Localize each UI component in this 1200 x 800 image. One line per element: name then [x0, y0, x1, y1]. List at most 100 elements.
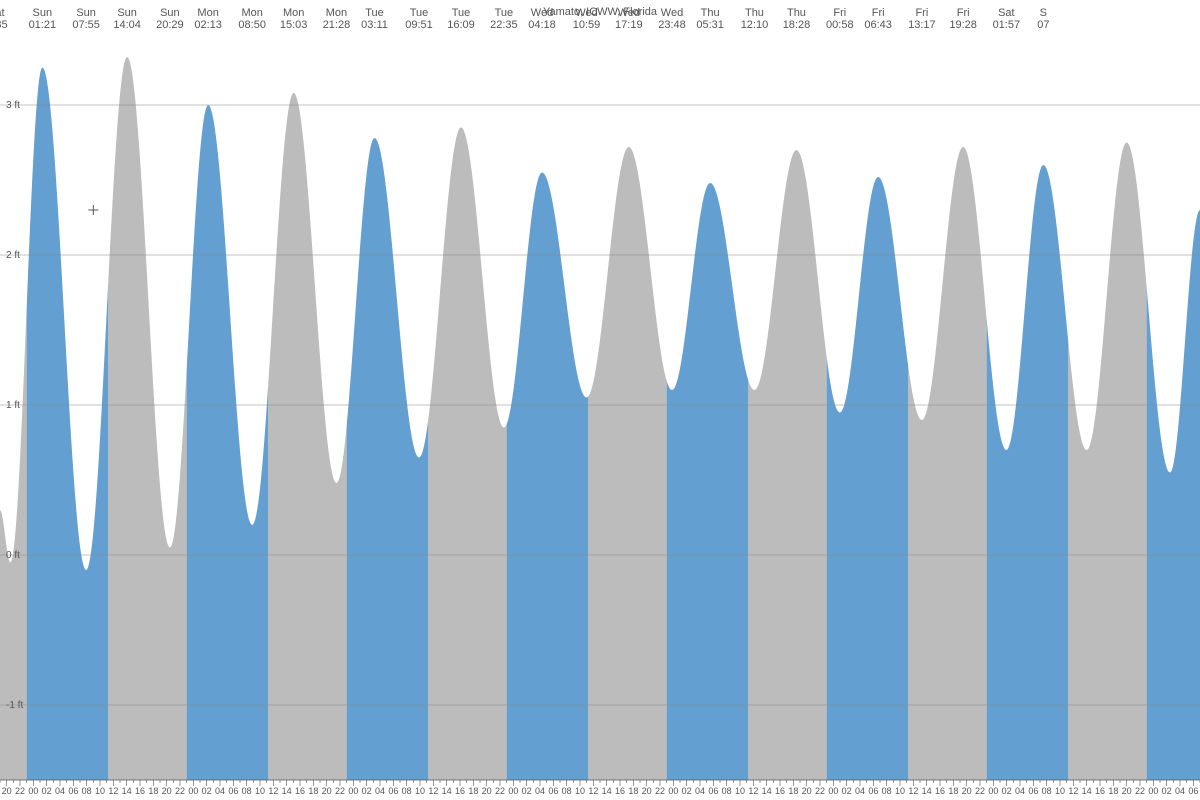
svg-text:00: 00 — [28, 786, 38, 796]
svg-text:20: 20 — [1122, 786, 1132, 796]
svg-text:20: 20 — [322, 786, 332, 796]
svg-text:00: 00 — [828, 786, 838, 796]
svg-text:08: 08 — [1042, 786, 1052, 796]
svg-text::35: :35 — [0, 19, 8, 31]
svg-text:12: 12 — [108, 786, 118, 796]
svg-text:06: 06 — [1028, 786, 1038, 796]
svg-text:08: 08 — [242, 786, 252, 796]
svg-text:01:57: 01:57 — [993, 19, 1021, 31]
svg-text:00:58: 00:58 — [826, 19, 854, 31]
svg-text:04: 04 — [855, 786, 865, 796]
svg-text:00: 00 — [508, 786, 518, 796]
chart-svg: -1 ft0 ft1 ft2 ft3 ft2022000204060810121… — [0, 0, 1200, 800]
svg-text:22: 22 — [15, 786, 25, 796]
svg-text:16: 16 — [295, 786, 305, 796]
svg-text:02: 02 — [842, 786, 852, 796]
svg-text:3 ft: 3 ft — [6, 100, 20, 111]
svg-text:02: 02 — [42, 786, 52, 796]
svg-text:10: 10 — [895, 786, 905, 796]
svg-text:22: 22 — [1135, 786, 1145, 796]
svg-text:12: 12 — [268, 786, 278, 796]
svg-text:23:48: 23:48 — [658, 19, 686, 31]
svg-text:22:35: 22:35 — [490, 19, 518, 31]
svg-text:12: 12 — [588, 786, 598, 796]
svg-text:-1 ft: -1 ft — [6, 700, 23, 711]
svg-text:00: 00 — [1148, 786, 1158, 796]
svg-text:06: 06 — [68, 786, 78, 796]
svg-text:02: 02 — [202, 786, 212, 796]
svg-text:10: 10 — [415, 786, 425, 796]
svg-text:20: 20 — [2, 786, 12, 796]
svg-text:12: 12 — [1068, 786, 1078, 796]
svg-text:16: 16 — [1095, 786, 1105, 796]
svg-text:10:59: 10:59 — [573, 19, 601, 31]
svg-text:06: 06 — [548, 786, 558, 796]
svg-text:05:31: 05:31 — [696, 19, 724, 31]
svg-text:21:28: 21:28 — [323, 19, 351, 31]
svg-text:00: 00 — [188, 786, 198, 796]
svg-text:08:50: 08:50 — [238, 19, 266, 31]
svg-text:07: 07 — [1037, 19, 1049, 31]
svg-text:03:11: 03:11 — [361, 19, 388, 31]
chart-title-text: Yamato, ICWW, Florida — [543, 6, 657, 18]
svg-text:18: 18 — [948, 786, 958, 796]
svg-text:04: 04 — [215, 786, 225, 796]
svg-text:14: 14 — [442, 786, 452, 796]
svg-text:06: 06 — [388, 786, 398, 796]
svg-text:14:04: 14:04 — [113, 19, 141, 31]
svg-text:08: 08 — [562, 786, 572, 796]
svg-text:14: 14 — [122, 786, 132, 796]
svg-text:18: 18 — [788, 786, 798, 796]
svg-text:02: 02 — [522, 786, 532, 796]
svg-text:08: 08 — [402, 786, 412, 796]
svg-text:16: 16 — [775, 786, 785, 796]
svg-text:10: 10 — [1055, 786, 1065, 796]
svg-text:04:18: 04:18 — [528, 19, 556, 31]
svg-text:20:29: 20:29 — [156, 19, 184, 31]
svg-text:12:10: 12:10 — [741, 19, 769, 31]
svg-text:2 ft: 2 ft — [6, 250, 20, 261]
svg-text:20: 20 — [482, 786, 492, 796]
svg-text:00: 00 — [988, 786, 998, 796]
svg-text:02: 02 — [682, 786, 692, 796]
svg-text:04: 04 — [1015, 786, 1025, 796]
svg-text:14: 14 — [1082, 786, 1092, 796]
svg-text:12: 12 — [428, 786, 438, 796]
svg-text:20: 20 — [802, 786, 812, 796]
svg-text:14: 14 — [282, 786, 292, 796]
svg-text:02: 02 — [362, 786, 372, 796]
svg-text:22: 22 — [175, 786, 185, 796]
svg-text:07:55: 07:55 — [72, 19, 100, 31]
svg-text:20: 20 — [162, 786, 172, 796]
svg-text:22: 22 — [495, 786, 505, 796]
svg-text:06:43: 06:43 — [864, 19, 892, 31]
chart-title: Yamato, ICWW, Florida — [0, 2, 1200, 20]
svg-text:10: 10 — [575, 786, 585, 796]
svg-text:06: 06 — [708, 786, 718, 796]
svg-text:09:51: 09:51 — [405, 19, 433, 31]
svg-text:20: 20 — [962, 786, 972, 796]
svg-text:14: 14 — [922, 786, 932, 796]
svg-text:08: 08 — [882, 786, 892, 796]
svg-text:18: 18 — [148, 786, 158, 796]
svg-text:13:17: 13:17 — [908, 19, 936, 31]
svg-text:18: 18 — [1108, 786, 1118, 796]
svg-text:16: 16 — [615, 786, 625, 796]
svg-text:22: 22 — [815, 786, 825, 796]
svg-text:19:28: 19:28 — [949, 19, 977, 31]
svg-text:16: 16 — [935, 786, 945, 796]
svg-text:10: 10 — [735, 786, 745, 796]
svg-text:01:21: 01:21 — [29, 19, 57, 31]
svg-text:18: 18 — [468, 786, 478, 796]
svg-text:14: 14 — [762, 786, 772, 796]
svg-text:18: 18 — [308, 786, 318, 796]
svg-text:18:28: 18:28 — [783, 19, 811, 31]
svg-text:18: 18 — [628, 786, 638, 796]
svg-text:08: 08 — [722, 786, 732, 796]
svg-text:06: 06 — [868, 786, 878, 796]
svg-text:10: 10 — [95, 786, 105, 796]
svg-text:12: 12 — [748, 786, 758, 796]
svg-text:06: 06 — [1188, 786, 1198, 796]
svg-text:00: 00 — [668, 786, 678, 796]
svg-text:22: 22 — [335, 786, 345, 796]
